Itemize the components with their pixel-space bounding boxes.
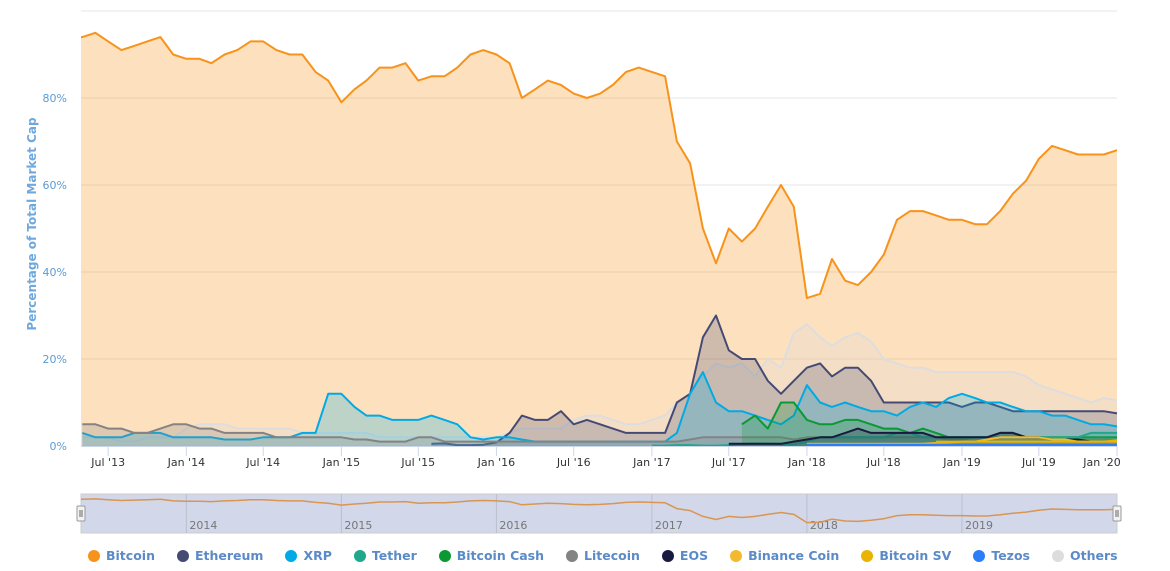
legend-marker-icon bbox=[861, 549, 874, 562]
x-tick-label: Jan '20 bbox=[1082, 456, 1120, 469]
navigator-handle-right[interactable] bbox=[1112, 505, 1122, 522]
y-axis: 0% 20% 40% 60% 80% bbox=[43, 92, 67, 453]
legend-label: Tether bbox=[371, 548, 417, 563]
legend-item-others[interactable]: Others bbox=[1051, 548, 1118, 563]
series-area-ethereum bbox=[431, 315, 1117, 446]
legend-marker-icon bbox=[973, 549, 986, 562]
series-area-tether bbox=[651, 432, 1117, 446]
y-tick-label: 40% bbox=[43, 266, 67, 279]
legend-label: Binance Coin bbox=[748, 548, 840, 563]
legend-label: Tezos bbox=[991, 548, 1030, 563]
navigator-tick-label: 2015 bbox=[344, 519, 372, 532]
series-area-others bbox=[82, 324, 1117, 446]
x-tick-label: Jul '13 bbox=[90, 456, 125, 469]
x-tick-label: Jan '18 bbox=[787, 456, 825, 469]
legend-marker-icon bbox=[285, 549, 298, 562]
series-line-bitcoin[interactable] bbox=[81, 31, 1118, 300]
series-line-ethereum[interactable] bbox=[431, 314, 1118, 447]
legend-item-bitcoin-sv[interactable]: Bitcoin SV bbox=[861, 548, 951, 563]
y-tick-label: 20% bbox=[43, 353, 67, 366]
y-tick-label: 60% bbox=[43, 179, 67, 192]
legend-item-ethereum[interactable]: Ethereum bbox=[176, 548, 264, 563]
legend-label: Others bbox=[1069, 548, 1118, 563]
series-line-others[interactable] bbox=[82, 323, 1118, 443]
navigator-handle-left[interactable] bbox=[76, 505, 86, 522]
legend-item-xrp[interactable]: XRP bbox=[285, 548, 332, 563]
x-tick-label: Jan '16 bbox=[477, 456, 515, 469]
legend-marker-icon bbox=[730, 549, 743, 562]
navigator-tick-label: 2014 bbox=[189, 519, 217, 532]
x-axis: Jul '13 Jan '14 Jul '14 Jan '15 Jul '15 Jan '… bbox=[81, 446, 1121, 469]
x-tick-label: Jul '15 bbox=[400, 456, 435, 469]
x-tick-label: Jan '15 bbox=[322, 456, 360, 469]
legend-item-litecoin[interactable]: Litecoin bbox=[566, 548, 640, 563]
legend-item-tether[interactable]: Tether bbox=[353, 548, 417, 563]
legend-label: XRP bbox=[303, 548, 332, 563]
legend-item-binance-coin[interactable]: Binance Coin bbox=[730, 548, 839, 563]
legend-label: EOS bbox=[679, 548, 709, 563]
y-axis-title: Percentage of Total Market Cap bbox=[25, 117, 39, 331]
navigator-range[interactable] bbox=[80, 493, 1118, 534]
legend-label: Bitcoin bbox=[106, 548, 155, 563]
series-areas bbox=[81, 31, 1118, 447]
x-tick-label: Jul '16 bbox=[556, 456, 591, 469]
legend-item-bitcoin-cash[interactable]: Bitcoin Cash bbox=[438, 548, 545, 563]
legend-label: Litecoin bbox=[584, 548, 640, 563]
legend-label: Bitcoin Cash bbox=[456, 548, 545, 563]
x-tick-label: Jul '19 bbox=[1021, 456, 1056, 469]
navigator-tick-label: 2017 bbox=[655, 519, 683, 532]
series-area-xrp bbox=[82, 372, 1117, 446]
y-tick-label: 80% bbox=[43, 92, 67, 105]
legend: Bitcoin Ethereum XRP Tether Bitcoin Cash Lite… bbox=[88, 548, 1140, 563]
series-line-litecoin[interactable] bbox=[82, 423, 1117, 443]
navigator-series-line bbox=[81, 498, 1118, 524]
x-tick-label: Jul '14 bbox=[245, 456, 280, 469]
series-area-litecoin bbox=[82, 424, 1117, 446]
legend-marker-icon bbox=[176, 549, 189, 562]
x-tick-label: Jan '17 bbox=[632, 456, 670, 469]
legend-item-bitcoin[interactable]: Bitcoin bbox=[88, 548, 155, 563]
legend-marker-icon bbox=[1051, 549, 1064, 562]
x-tick-label: Jul '18 bbox=[866, 456, 901, 469]
legend-label: Ethereum bbox=[194, 548, 264, 563]
x-tick-label: Jan '14 bbox=[167, 456, 205, 469]
navigator[interactable]: 2014 2015 2016 2017 2018 2019 bbox=[76, 493, 1122, 534]
series-area-bitcoin bbox=[81, 32, 1117, 447]
legend-label: Bitcoin SV bbox=[879, 548, 952, 563]
x-tick-label: Jan '19 bbox=[942, 456, 980, 469]
legend-marker-icon bbox=[438, 549, 451, 562]
legend-marker-icon bbox=[353, 549, 366, 562]
series-line-bitcoin-sv[interactable] bbox=[936, 439, 1118, 443]
legend-marker-icon bbox=[88, 549, 100, 562]
navigator-tick-label: 2019 bbox=[965, 519, 993, 532]
legend-marker-icon bbox=[661, 549, 674, 562]
legend-item-tezos[interactable]: Tezos bbox=[973, 548, 1030, 563]
navigator-tick-label: 2016 bbox=[499, 519, 527, 532]
legend-item-eos[interactable]: EOS bbox=[661, 548, 709, 563]
legend-marker-icon bbox=[566, 549, 579, 562]
y-tick-label: 0% bbox=[50, 440, 67, 453]
x-tick-label: Jul '17 bbox=[711, 456, 746, 469]
